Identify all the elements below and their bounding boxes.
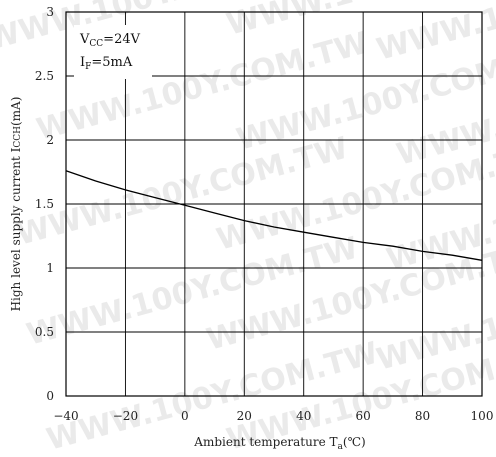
series-layer	[65, 170, 483, 261]
y-tick-label: 0.5	[35, 325, 54, 339]
y-tick-label: 1.5	[35, 197, 54, 211]
x-tick-label: 20	[237, 409, 252, 423]
y-tick-label: 3	[46, 5, 54, 19]
series-line	[65, 170, 483, 261]
y-tick-label: 2.5	[35, 69, 54, 83]
condition-label: IF=5mA	[80, 55, 133, 72]
x-tick-labels: −40 −20 0 20 40 60 80 100	[53, 409, 493, 423]
plot-frame	[65, 11, 483, 397]
x-tick-label: −20	[113, 409, 138, 423]
y-tick-labels: 0 0.5 1 1.5 2 2.5 3	[35, 5, 54, 403]
x-tick-label: 60	[356, 409, 371, 423]
y-tick-label: 2	[46, 133, 54, 147]
x-tick-label: 80	[415, 409, 430, 423]
x-axis-label: Ambient temperature Ta(℃)	[193, 435, 365, 452]
x-tick-label: 100	[471, 409, 494, 423]
x-tick-label: −40	[53, 409, 78, 423]
conditions-legend: VCC=24V IF=5mA	[79, 32, 141, 72]
x-tick-label: 0	[181, 409, 189, 423]
y-tick-label: 1	[46, 261, 54, 275]
y-axis-label: High level supply current ICCH(mA)	[9, 97, 23, 312]
x-tick-label: 40	[296, 409, 311, 423]
conditions-box-bg	[74, 25, 152, 79]
watermark-text: WWW.100Y.COM.TW	[23, 231, 362, 353]
y-tick-label: 0	[46, 389, 54, 403]
condition-label: VCC=24V	[79, 32, 141, 49]
